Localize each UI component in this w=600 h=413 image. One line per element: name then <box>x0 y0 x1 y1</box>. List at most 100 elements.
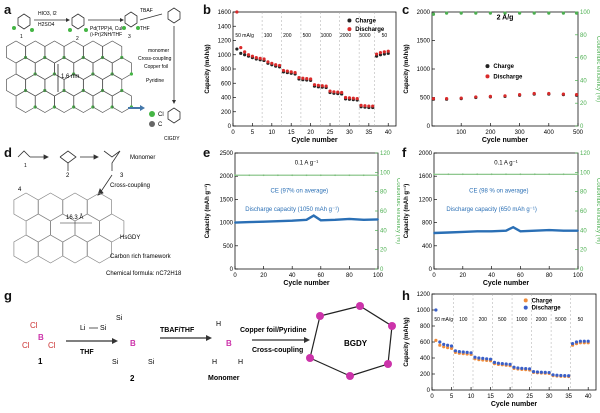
data-point <box>578 339 582 343</box>
data-point <box>516 366 520 370</box>
boron-atom <box>356 302 364 310</box>
data-point <box>459 11 463 15</box>
hex-cell <box>102 40 123 64</box>
data-point <box>328 89 332 93</box>
legend-marker <box>523 298 528 303</box>
data-point <box>386 49 390 53</box>
data-point <box>442 342 446 346</box>
data-point <box>378 51 383 55</box>
boron-atom <box>316 312 324 320</box>
y-tick-label: 0 <box>230 267 234 273</box>
y2-tick-label: 20 <box>580 248 587 254</box>
y2-axis-label: Coulombic efficiency (%) <box>395 178 400 244</box>
chart-c-cycling: 100 200 300 400 5000500100015002000020406080… <box>404 10 600 144</box>
data-point <box>277 174 279 177</box>
rate-label: 50 <box>382 33 388 39</box>
y2-tick-label: 40 <box>580 228 587 234</box>
atom-si-reagent: Si <box>100 325 107 332</box>
y2-tick-label: 80 <box>380 190 387 196</box>
data-point <box>355 96 359 101</box>
x-tick-label: 40 <box>385 130 392 136</box>
data-point <box>582 339 586 343</box>
data-point <box>473 355 477 359</box>
data-point <box>362 174 365 177</box>
data-point <box>461 173 464 176</box>
panel-a-synthesis: HIO3, I2 H2SO4 Pd(TPP)4, CuI (i-Pr)2NH/T… <box>0 0 200 144</box>
rate-label: 1000 <box>516 317 527 323</box>
data-point <box>334 218 336 221</box>
data-point <box>336 90 340 94</box>
data-point <box>248 221 251 224</box>
data-point <box>320 84 324 88</box>
data-point <box>374 52 379 56</box>
data-point <box>254 56 258 60</box>
panel-label-g: g <box>4 288 12 303</box>
reagent-1: HIO3, I2 <box>38 11 57 17</box>
y-tick-label: 400 <box>422 244 433 250</box>
x-tick-label: 5 <box>450 394 454 400</box>
hex-cell <box>92 57 113 80</box>
data-point <box>305 77 309 81</box>
product-ring-icon <box>167 107 181 124</box>
data-point <box>488 94 492 98</box>
rate-label: 5000 <box>359 33 370 39</box>
data-point <box>520 366 524 370</box>
data-point <box>305 174 308 177</box>
data-point <box>270 61 274 65</box>
ce-label: CE (98 % on average) <box>469 188 528 194</box>
atom-si-2c: Si <box>148 359 155 366</box>
monomer-2-icon <box>59 150 77 164</box>
reagent-7: monomer <box>148 48 169 54</box>
data-point <box>476 173 479 176</box>
panel-d-scheme: 1 2 3 4 Monomer Cross-coupling 16.3 Å Hs… <box>0 143 200 287</box>
data-point <box>503 94 507 98</box>
x-tick-label: 40 <box>488 273 495 279</box>
rate-label: 100 <box>264 33 273 39</box>
atom-cl-3: Cl <box>48 341 56 350</box>
data-point <box>343 95 348 100</box>
y-tick-label: 400 <box>221 96 232 102</box>
x-axis-label: Cycle number <box>291 137 338 144</box>
rate-label: 200 <box>283 33 292 39</box>
data-point <box>512 365 516 369</box>
compound-number-4: 4 <box>18 187 22 193</box>
x-tick-label: 35 <box>365 130 372 136</box>
data-point <box>243 50 247 54</box>
reagent-4: (i-Pr)2NH/THF <box>90 32 122 38</box>
data-point <box>434 338 438 342</box>
atom-cl-2: Cl <box>22 341 30 350</box>
data-point <box>457 350 461 354</box>
data-point <box>561 92 565 96</box>
data-point <box>531 370 536 374</box>
y-tick-label: 2000 <box>220 174 234 180</box>
data-point <box>477 356 481 360</box>
y-tick-label: 1400 <box>218 24 232 30</box>
y2-tick-label: 60 <box>380 209 387 215</box>
x-tick-label: 40 <box>585 394 592 400</box>
data-point <box>438 343 442 347</box>
data-point <box>362 218 365 221</box>
hex-cell <box>102 73 123 97</box>
hex-cell <box>111 57 132 80</box>
hex-cell <box>38 192 63 222</box>
legend-marker <box>347 18 352 23</box>
data-point <box>312 83 317 87</box>
hex-cell <box>25 40 46 64</box>
data-point <box>574 340 579 344</box>
compound-clgdy: ClGDY <box>164 136 180 142</box>
bgdy-bond <box>349 363 389 377</box>
legend-cl-dot <box>149 111 155 117</box>
x-tick-label: 80 <box>546 273 553 279</box>
data-point <box>243 53 247 57</box>
data-point <box>239 46 243 50</box>
rate-label: 50 mA/g <box>235 33 254 39</box>
x-tick-label: 30 <box>546 394 553 400</box>
y2-tick-label: 80 <box>580 33 587 39</box>
hex-cell <box>92 90 113 113</box>
x-tick-label: 60 <box>317 273 324 279</box>
chart-e-cycling: 0 20 40 60 80 1000500100015002000250002040608… <box>204 151 400 287</box>
data-point <box>563 374 567 378</box>
rate-label: 2000 <box>536 317 547 323</box>
y2-tick-label: 0 <box>580 267 584 273</box>
data-point <box>539 370 543 374</box>
